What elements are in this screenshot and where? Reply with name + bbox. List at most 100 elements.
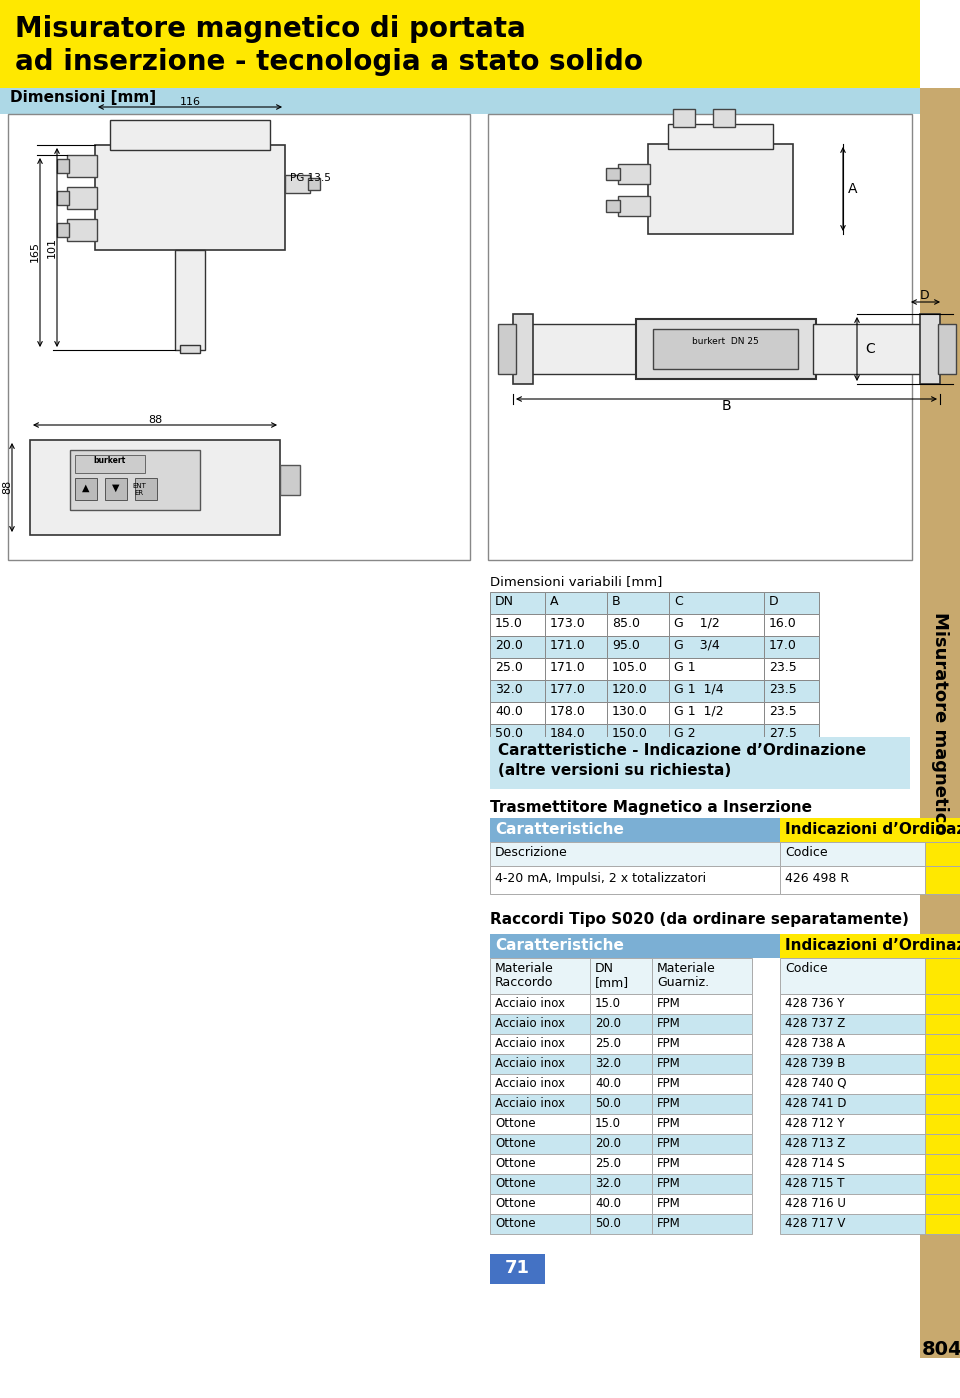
Bar — [490, 737, 910, 788]
Bar — [780, 1095, 925, 1114]
Text: Dimensioni variabili [mm]: Dimensioni variabili [mm] — [490, 575, 662, 589]
Bar — [590, 1114, 652, 1134]
Text: G    1/2: G 1/2 — [674, 617, 720, 630]
Bar — [780, 1194, 925, 1213]
Text: FPM: FPM — [657, 1076, 681, 1090]
Text: Ottone: Ottone — [495, 1137, 536, 1151]
Text: Descrizione: Descrizione — [495, 846, 567, 858]
Text: Trasmettitore Magnetico a Inserzione: Trasmettitore Magnetico a Inserzione — [490, 800, 812, 815]
Text: A: A — [550, 596, 559, 608]
Text: B: B — [612, 596, 620, 608]
Bar — [607, 636, 669, 658]
Bar — [764, 614, 819, 636]
Text: FPM: FPM — [657, 1097, 681, 1110]
Bar — [70, 450, 200, 510]
Bar — [780, 1153, 925, 1174]
Bar — [764, 702, 819, 724]
Text: 32.0: 32.0 — [595, 1177, 621, 1190]
Text: 88: 88 — [148, 415, 162, 425]
Text: Acciaio inox: Acciaio inox — [495, 1016, 565, 1030]
Bar — [490, 1174, 590, 1194]
Bar — [652, 1174, 752, 1194]
Bar — [545, 636, 607, 658]
Bar — [925, 1174, 960, 1194]
Bar — [780, 958, 925, 994]
Text: 25.0: 25.0 — [595, 1037, 621, 1050]
Text: 23.5: 23.5 — [769, 705, 797, 719]
Text: 428 714 S: 428 714 S — [785, 1158, 845, 1170]
Text: 40.0: 40.0 — [495, 705, 523, 719]
Bar — [75, 454, 145, 473]
Text: 50.0: 50.0 — [595, 1218, 621, 1230]
Bar — [607, 614, 669, 636]
Bar — [925, 1134, 960, 1153]
Text: 428 737 Z: 428 737 Z — [785, 1016, 845, 1030]
Text: FPM: FPM — [657, 1177, 681, 1190]
Bar — [607, 702, 669, 724]
Text: 173.0: 173.0 — [550, 617, 586, 630]
Text: D: D — [921, 289, 930, 302]
Text: 171.0: 171.0 — [550, 661, 586, 674]
Bar — [513, 315, 533, 384]
Bar — [618, 164, 650, 185]
Bar — [780, 934, 960, 958]
Text: ENT: ENT — [132, 482, 146, 489]
Bar — [780, 1213, 925, 1234]
Text: ad inserzione - tecnologia a stato solido: ad inserzione - tecnologia a stato solid… — [15, 48, 643, 75]
Bar — [545, 679, 607, 702]
Text: 32.0: 32.0 — [495, 684, 523, 696]
Bar — [590, 1194, 652, 1213]
Bar — [67, 219, 97, 240]
Text: G 2: G 2 — [674, 727, 696, 740]
Bar — [652, 1153, 752, 1174]
Text: 428 741 D: 428 741 D — [785, 1097, 847, 1110]
Text: FPM: FPM — [657, 1158, 681, 1170]
Bar — [925, 1014, 960, 1035]
Text: G 1  1/2: G 1 1/2 — [674, 705, 724, 719]
Bar — [764, 658, 819, 679]
Text: FPM: FPM — [657, 1137, 681, 1151]
Text: 4-20 mA, Impulsi, 2 x totalizzatori: 4-20 mA, Impulsi, 2 x totalizzatori — [495, 872, 707, 885]
Bar — [780, 865, 925, 893]
Bar — [925, 1074, 960, 1095]
Bar — [652, 1194, 752, 1213]
Text: 177.0: 177.0 — [550, 684, 586, 696]
Bar — [607, 591, 669, 614]
Text: FPM: FPM — [657, 1197, 681, 1211]
Text: B: B — [721, 398, 731, 412]
Bar — [57, 159, 69, 173]
Bar — [590, 1153, 652, 1174]
Bar — [652, 958, 752, 994]
Text: 27.5: 27.5 — [769, 727, 797, 740]
Text: Materiale: Materiale — [657, 962, 716, 974]
Text: 101: 101 — [47, 236, 57, 257]
Text: 178.0: 178.0 — [550, 705, 586, 719]
Bar — [57, 192, 69, 206]
Bar — [925, 1194, 960, 1213]
Bar — [780, 1134, 925, 1153]
Bar — [545, 591, 607, 614]
Text: 20.0: 20.0 — [495, 639, 523, 651]
Bar — [780, 1174, 925, 1194]
Bar — [780, 1035, 925, 1054]
Text: burkert: burkert — [94, 456, 126, 466]
Bar — [545, 614, 607, 636]
Bar — [590, 958, 652, 994]
Text: 171.0: 171.0 — [550, 639, 586, 651]
Text: (altre versioni su richiesta): (altre versioni su richiesta) — [498, 763, 732, 779]
Bar — [490, 818, 780, 842]
Bar — [925, 1054, 960, 1074]
Text: 17.0: 17.0 — [769, 639, 797, 651]
Text: 428 738 A: 428 738 A — [785, 1037, 845, 1050]
Bar — [669, 591, 764, 614]
Text: 428 713 Z: 428 713 Z — [785, 1137, 845, 1151]
Text: DN: DN — [495, 596, 514, 608]
Text: 20.0: 20.0 — [595, 1016, 621, 1030]
Bar — [590, 1174, 652, 1194]
Bar — [606, 200, 620, 212]
Bar — [590, 1095, 652, 1114]
Bar — [669, 636, 764, 658]
Bar — [669, 679, 764, 702]
Text: 15.0: 15.0 — [495, 617, 523, 630]
Text: Caratteristiche: Caratteristiche — [495, 938, 624, 953]
